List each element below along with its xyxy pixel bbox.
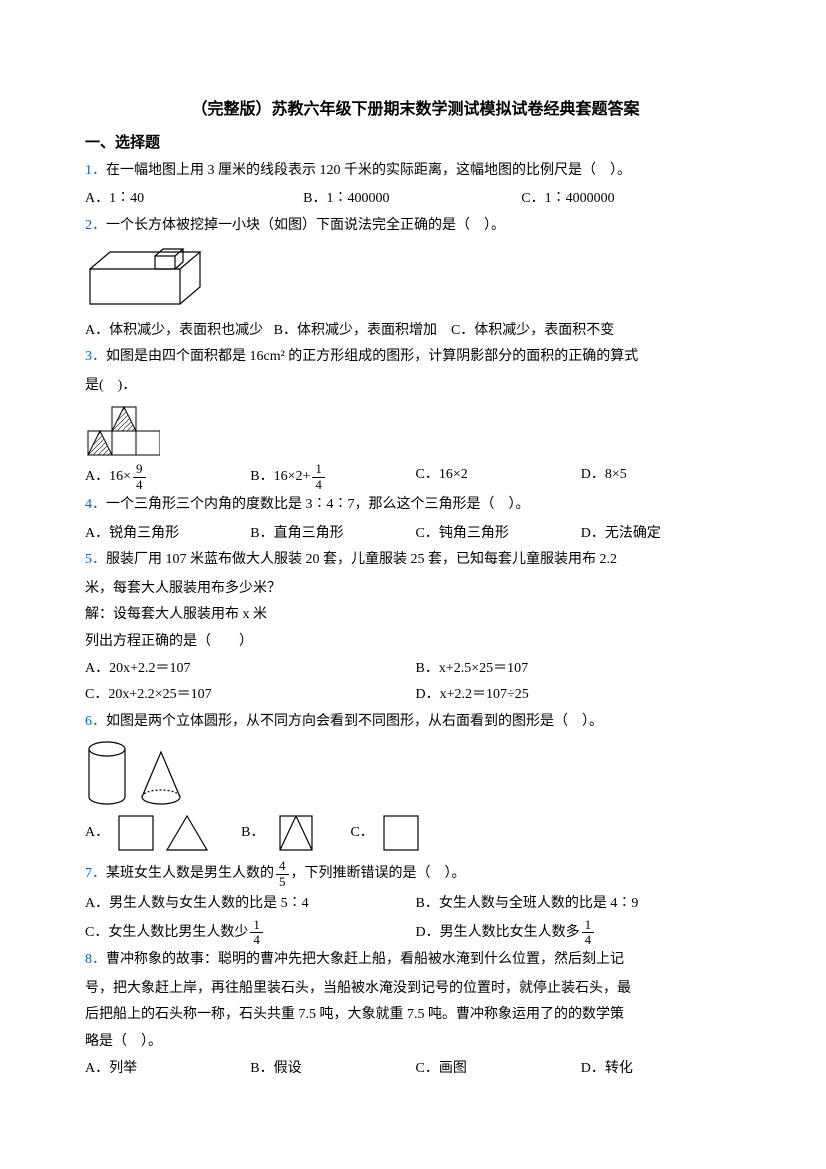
q1-optB: B．1∶400000 [303, 186, 521, 213]
q6-figure [85, 739, 746, 807]
q5-optC: C．20x+2.2×25＝107 [85, 682, 416, 709]
q1-options: A．1∶40 B．1∶400000 C．1∶4000000 [85, 186, 746, 213]
q7-frac-den: 5 [276, 875, 289, 889]
q8-text4: 略是（ ）。 [85, 1029, 746, 1056]
q6-optA-label: A． [85, 820, 109, 847]
q5-text: 服装厂用 107 米蓝布做大人服装 20 套，儿童服装 25 套，已知每套儿童服… [106, 552, 617, 567]
q8-optA: A．列举 [85, 1056, 250, 1083]
q1-optC: C．1∶4000000 [521, 186, 739, 213]
q7-text-pre: 某班女生人数是男生人数的 [106, 866, 274, 881]
q6-optC-label: C． [350, 820, 373, 847]
q2-figure [85, 244, 746, 314]
q5-text2: 米，每套大人服装用布多少米？ [85, 576, 746, 603]
q7-options-row2: C．女生人数比男生人数少14 D．男生人数比女生人数多14 [85, 918, 746, 948]
q4-options: A．锐角三角形 B．直角三角形 C．钝角三角形 D．无法确定 [85, 521, 746, 548]
q7-options-row1: A．男生人数与女生人数的比是 5∶4 B．女生人数与全班人数的比是 4∶9 [85, 891, 746, 918]
q7-optC: C．女生人数比男生人数少14 [85, 918, 416, 948]
q2-optA: A．体积减少，表面积也减少 [85, 323, 263, 338]
q7-fracD-num: 1 [582, 918, 595, 933]
q7-fracC-den: 4 [250, 933, 263, 947]
q6-optC: C． [350, 814, 419, 852]
question-7: 7．某班女生人数是男生人数的45，下列推断错误的是（ ）。 [85, 859, 746, 889]
q6-options: A． B． C． [85, 813, 746, 853]
q3-optD: D．8×5 [581, 462, 746, 492]
question-3: 3．如图是由四个面积都是 16cm² 的正方形组成的图形，计算阴影部分的面积的正… [85, 344, 746, 371]
q8-text: 曹冲称象的故事：聪明的曹冲先把大象赶上船，看船被水淹到什么位置，然后刻上记 [106, 952, 624, 967]
question-4: 4．一个三角形三个内角的度数比是 3∶4∶7，那么这个三角形是（ ）。 [85, 492, 746, 519]
section-header: 一、选择题 [85, 129, 746, 158]
q6-optB-label: B． [241, 820, 264, 847]
q3-options: A．16×94 B．16×2+14 C．16×2 D．8×5 [85, 462, 746, 492]
qnum-6: 6． [85, 714, 106, 729]
q8-text3: 后把船上的石头称一称，石头共重 7.5 吨，大象就重 7.5 吨。曹冲称象运用了… [85, 1002, 746, 1029]
q3-figure [85, 403, 746, 458]
qnum-4: 4． [85, 497, 106, 512]
q7-fracD-den: 4 [582, 933, 595, 947]
fracB-den: 4 [312, 478, 325, 492]
q5-text4: 列出方程正确的是（ ） [85, 629, 746, 656]
q7-text-post: ，下列推断错误的是（ ）。 [291, 866, 466, 881]
q6-optB: B． [241, 813, 320, 853]
q8-optC: C．画图 [416, 1056, 581, 1083]
qnum-1: 1． [85, 163, 106, 178]
question-1: 1．在一幅地图上用 3 厘米的线段表示 120 千米的实际距离，这幅地图的比例尺… [85, 158, 746, 185]
qnum-3: 3． [85, 349, 106, 364]
q2-optC: C．体积减少，表面积不变 [451, 323, 614, 338]
q7-optB: B．女生人数与全班人数的比是 4∶9 [416, 891, 747, 918]
q7-frac-num: 4 [276, 859, 289, 874]
q7-optD-pre: D．男生人数比女生人数多 [416, 925, 580, 940]
q1-optA: A．1∶40 [85, 186, 303, 213]
q5-optD: D．x+2.2＝107÷25 [416, 682, 747, 709]
q4-text: 一个三角形三个内角的度数比是 3∶4∶7，那么这个三角形是（ ）。 [106, 497, 530, 512]
q6-optA: A． [85, 813, 211, 853]
q7-optC-pre: C．女生人数比男生人数少 [85, 925, 248, 940]
q8-optD: D．转化 [581, 1056, 746, 1083]
q4-optA: A．锐角三角形 [85, 521, 250, 548]
q5-options-row1: A．20x+2.2＝107 B．x+2.5×25＝107 [85, 656, 746, 683]
q3-optA: A．16×94 [85, 462, 250, 492]
qnum-7: 7． [85, 866, 106, 881]
q2-text: 一个长方体被挖掉一小块（如图）下面说法完全正确的是（ ）。 [106, 218, 505, 233]
q5-text3: 解：设每套大人服装用布 x 米 [85, 602, 746, 629]
q1-text: 在一幅地图上用 3 厘米的线段表示 120 千米的实际距离，这幅地图的比例尺是（… [106, 163, 631, 178]
q7-optA: A．男生人数与女生人数的比是 5∶4 [85, 891, 416, 918]
q8-text2: 号，把大象赶上岸，再往船里装石头，当船被水淹没到记号的位置时，就停止装石头，最 [85, 976, 746, 1003]
q3-text2: 是( )． [85, 373, 746, 400]
q7-fracC-num: 1 [250, 918, 263, 933]
q2-optB: B．体积减少，表面积增加 [274, 323, 437, 338]
q4-optB: B．直角三角形 [250, 521, 415, 548]
q5-optB: B．x+2.5×25＝107 [416, 656, 747, 683]
question-8: 8．曹冲称象的故事：聪明的曹冲先把大象赶上船，看船被水淹到什么位置，然后刻上记 [85, 947, 746, 974]
q3-optB-pre: B．16×2+ [250, 469, 310, 484]
q3-optC: C．16×2 [416, 462, 581, 492]
fracA-den: 4 [133, 478, 146, 492]
q3-optA-pre: A．16× [85, 469, 131, 484]
qnum-8: 8． [85, 952, 106, 967]
qnum-5: 5． [85, 552, 106, 567]
q5-optA: A．20x+2.2＝107 [85, 656, 416, 683]
q5-options-row2: C．20x+2.2×25＝107 D．x+2.2＝107÷25 [85, 682, 746, 709]
question-5: 5．服装厂用 107 米蓝布做大人服装 20 套，儿童服装 25 套，已知每套儿… [85, 547, 746, 574]
q4-optD: D．无法确定 [581, 521, 746, 548]
question-6: 6．如图是两个立体圆形，从不同方向会看到不同图形，从右面看到的图形是（ ）。 [85, 709, 746, 736]
fracB-num: 1 [312, 462, 325, 477]
q8-options: A．列举 B．假设 C．画图 D．转化 [85, 1056, 746, 1083]
qnum-2: 2． [85, 218, 106, 233]
q2-options: A．体积减少，表面积也减少 B．体积减少，表面积增加 C．体积减少，表面积不变 [85, 318, 746, 345]
q7-optD: D．男生人数比女生人数多14 [416, 918, 747, 948]
q3-text: 如图是由四个面积都是 16cm² 的正方形组成的图形，计算阴影部分的面积的正确的… [106, 349, 638, 364]
q3-optB: B．16×2+14 [250, 462, 415, 492]
q6-text: 如图是两个立体圆形，从不同方向会看到不同图形，从右面看到的图形是（ ）。 [106, 714, 603, 729]
q8-optB: B．假设 [250, 1056, 415, 1083]
question-2: 2．一个长方体被挖掉一小块（如图）下面说法完全正确的是（ ）。 [85, 213, 746, 240]
fracA-num: 9 [133, 462, 146, 477]
page-title: （完整版）苏教六年级下册期末数学测试模拟试卷经典套题答案 [85, 95, 746, 125]
q4-optC: C．钝角三角形 [416, 521, 581, 548]
